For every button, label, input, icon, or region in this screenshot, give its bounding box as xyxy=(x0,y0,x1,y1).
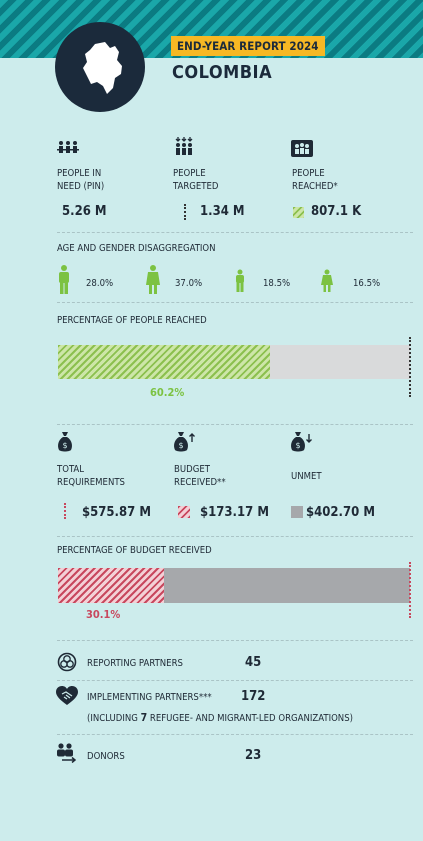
budget-bar-fill xyxy=(58,568,164,603)
budget-bar-track xyxy=(58,568,410,603)
people-targeted-label: PEOPLE TARGETED xyxy=(173,168,219,192)
country-title: COLOMBIA xyxy=(172,62,273,83)
people-reached-percent: 60.2% xyxy=(150,386,185,399)
total-requirements-label: TOTAL REQUIREMENTS xyxy=(57,464,125,488)
total-marker xyxy=(64,503,66,519)
reporting-partners-value: 45 xyxy=(245,655,262,670)
total-requirements-value: $575.87 M xyxy=(82,505,151,520)
implementing-partners-value: 172 xyxy=(241,689,266,704)
age-gender-value: 18.5% xyxy=(263,278,291,289)
targeted-marker xyxy=(184,204,186,220)
unmet-swatch xyxy=(291,506,303,518)
divider xyxy=(57,232,413,233)
divider xyxy=(57,734,413,735)
money-bag-up-icon: $ xyxy=(174,432,195,452)
report-badge: END-YEAR REPORT 2024 xyxy=(171,36,325,56)
divider xyxy=(57,536,413,537)
budget-target-marker xyxy=(409,562,411,618)
people-reached-bar-track xyxy=(58,345,410,379)
reporting-partners-label: REPORTING PARTNERS xyxy=(87,658,183,669)
handshake-heart-icon xyxy=(56,686,78,705)
people-targeted-icon xyxy=(175,137,193,155)
people-in-need-value: 5.26 M xyxy=(62,204,107,219)
divider xyxy=(57,424,413,425)
people-reached-label: PEOPLE REACHED* xyxy=(292,168,338,192)
implementing-partners-label: IMPLEMENTING PARTNERS*** xyxy=(87,692,212,703)
woman-icon xyxy=(146,265,160,294)
budget-received-value: $173.17 M xyxy=(200,505,269,520)
divider xyxy=(57,640,413,641)
donors-value: 23 xyxy=(245,748,262,763)
country-map-badge xyxy=(55,22,145,112)
people-targeted-value: 1.34 M xyxy=(200,204,245,219)
implementing-partners-note: (INCLUDING 7 REFUGEE- AND MIGRANT-LED OR… xyxy=(87,712,353,724)
man-icon xyxy=(59,265,69,294)
unmet-value: $402.70 M xyxy=(306,505,375,520)
divider xyxy=(57,302,413,303)
people-reached-bar-title: PERCENTAGE OF PEOPLE REACHED xyxy=(57,315,207,326)
money-bag-icon: $ xyxy=(58,432,72,452)
svg-text:$: $ xyxy=(295,441,300,450)
people-reached-value: 807.1 K xyxy=(311,204,362,219)
svg-text:$: $ xyxy=(178,441,183,450)
money-bag-down-icon: $ xyxy=(291,432,312,452)
reached-swatch xyxy=(293,207,304,218)
age-gender-title: AGE AND GENDER DISAGGREGATION xyxy=(57,243,216,254)
svg-text:$: $ xyxy=(62,441,67,450)
colombia-map-icon xyxy=(83,42,122,94)
boy-icon xyxy=(236,269,244,292)
people-reached-target-marker xyxy=(409,337,411,397)
people-in-need-icon xyxy=(57,141,79,153)
divider xyxy=(57,680,413,681)
reporting-partners-icon xyxy=(57,652,77,672)
people-reached-bar-fill xyxy=(58,345,270,379)
age-gender-value: 28.0% xyxy=(86,278,114,289)
age-gender-value: 37.0% xyxy=(175,278,203,289)
received-swatch xyxy=(178,506,190,518)
donors-label: DONORS xyxy=(87,751,125,762)
girl-icon xyxy=(321,269,333,292)
budget-bar-title: PERCENTAGE OF BUDGET RECEIVED xyxy=(57,545,212,556)
people-reached-icon xyxy=(291,140,313,157)
budget-received-percent: 30.1% xyxy=(86,608,121,621)
budget-received-label: BUDGET RECEIVED** xyxy=(174,464,226,488)
people-in-need-label: PEOPLE IN NEED (PIN) xyxy=(57,168,105,192)
age-gender-value: 16.5% xyxy=(353,278,381,289)
donors-icon xyxy=(57,743,77,763)
unmet-label: UNMET xyxy=(291,471,322,482)
